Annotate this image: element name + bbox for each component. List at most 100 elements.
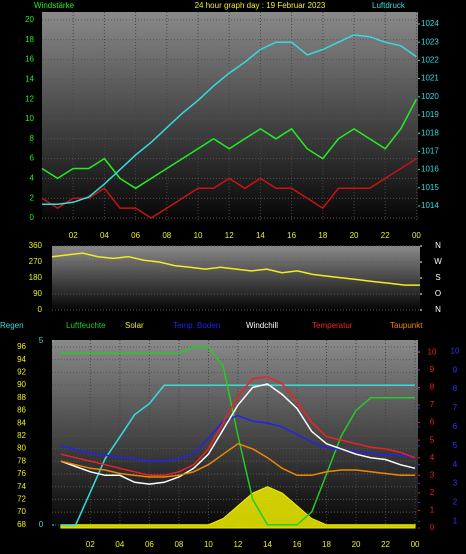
line [60,383,416,485]
y-tick-label: 90 [33,289,42,298]
y-tick-label: 96 [17,342,26,351]
y-tick-label: 88 [17,393,26,402]
line [41,157,417,219]
y-tick-label: 20 [25,15,34,24]
y-tick-label: 76 [17,469,26,478]
y-tick-label: 180 [29,273,43,282]
y-tick-label: S [435,273,440,282]
y-tick-label: 72 [17,495,26,504]
x-tick-label: 18 [322,540,331,549]
y-tick-label: 1020 [421,92,439,101]
y-tick-label: 3 [430,470,435,479]
y-tick-label: N [435,305,441,314]
line [60,442,415,478]
y-tick-label: 7 [453,403,458,412]
x-tick-label: 20 [352,540,361,549]
legend-entry: Temp. Boden [173,321,220,330]
y-tick-label: 78 [17,456,26,465]
y-tick-label: 4 [430,453,435,462]
y-tick-label: 6 [30,154,35,163]
x-tick-label: 12 [225,231,234,240]
y-tick-label: 8 [430,383,435,392]
x-tick-label: 18 [318,231,327,240]
line [51,252,420,286]
x-tick-label: 14 [256,231,265,240]
y-tick-label: 1019 [421,110,439,119]
y-tick-label: 0 [430,523,435,532]
y-tick-label: N [435,241,441,250]
y-tick-label: 92 [17,368,26,377]
legend-entry: Windchill [246,321,278,330]
y-tick-label: 86 [17,406,26,415]
y-tick-label: 68 [17,520,26,529]
y-tick-label: 360 [29,241,43,250]
y-tick-label: 90 [17,380,26,389]
y-tick-label: 6 [453,422,458,431]
y-tick-label: 12 [25,94,34,103]
y-tick-label: 70 [17,507,26,516]
y-tick-label: 80 [17,444,26,453]
y-tick-label: 1024 [421,19,439,28]
y-tick-label: 1 [430,506,435,515]
y-tick-label: 1014 [421,201,439,210]
x-tick-label: 14 [263,540,272,549]
plot-area [42,12,418,222]
legend-entry: Luftfeuchte [66,321,106,330]
y-tick-label: O [435,289,441,298]
y-tick-label: 6 [430,418,435,427]
x-tick-label: 12 [233,540,242,549]
y-tick-label: 3 [453,479,458,488]
y-tick-label: 9 [453,365,458,374]
y-tick-label: 1016 [421,165,439,174]
y-tick-label: W [434,257,442,266]
x-tick-label: 22 [381,231,390,240]
y-tick-label: 2 [430,488,435,497]
y-tick-label: 0 [38,305,43,314]
y-tick-label: 1021 [421,74,439,83]
x-tick-label: 08 [174,540,183,549]
y-tick-label: 1023 [421,37,439,46]
y-tick-label: 82 [17,431,26,440]
y-tick-label: 84 [17,418,26,427]
y-tick-label: 5 [453,441,458,450]
chart-title: 24 hour graph day : 19 Februar 2023 [195,1,326,10]
y-tick-label: 8 [30,134,35,143]
y-tick-label: 2 [30,193,35,202]
y-tick-label: 1 [453,516,458,525]
y-tick-label: 9 [430,365,435,374]
x-tick-label: 06 [145,540,154,549]
x-tick-label: 10 [194,231,203,240]
x-tick-label: 00 [411,540,420,549]
x-tick-label: 02 [69,231,78,240]
line [60,346,415,526]
y-tick-label: 10 [25,114,34,123]
x-tick-label: 10 [204,540,213,549]
x-tick-label: 16 [293,540,302,549]
y-tick-label: 270 [29,257,43,266]
x-tick-label: 08 [162,231,171,240]
area [60,486,416,529]
y-tick-label: 1017 [421,147,439,156]
x-tick-label: 06 [131,231,140,240]
y-tick-label: 5 [430,435,435,444]
legend-entry: Temperatur [312,321,353,330]
x-tick-label: 16 [287,231,296,240]
plot-area [52,340,418,528]
x-tick-label: 04 [100,231,109,240]
line [60,376,416,477]
legend-entry: Taupunkt [390,321,423,330]
y-tick-label: 1022 [421,56,439,65]
line [60,414,416,462]
legend-entry: Regen [0,321,24,330]
legend-entry: Solar [125,321,144,330]
line [60,384,415,526]
y-tick-label: 94 [17,355,26,364]
y-axis-label: Windstärke [34,1,75,10]
y-tick-label: 1015 [421,183,439,192]
y-tick-label: 2 [453,498,458,507]
y-tick-label: 4 [30,174,35,183]
y-tick-label: 10 [428,347,437,356]
y-tick-label: 4 [453,460,458,469]
